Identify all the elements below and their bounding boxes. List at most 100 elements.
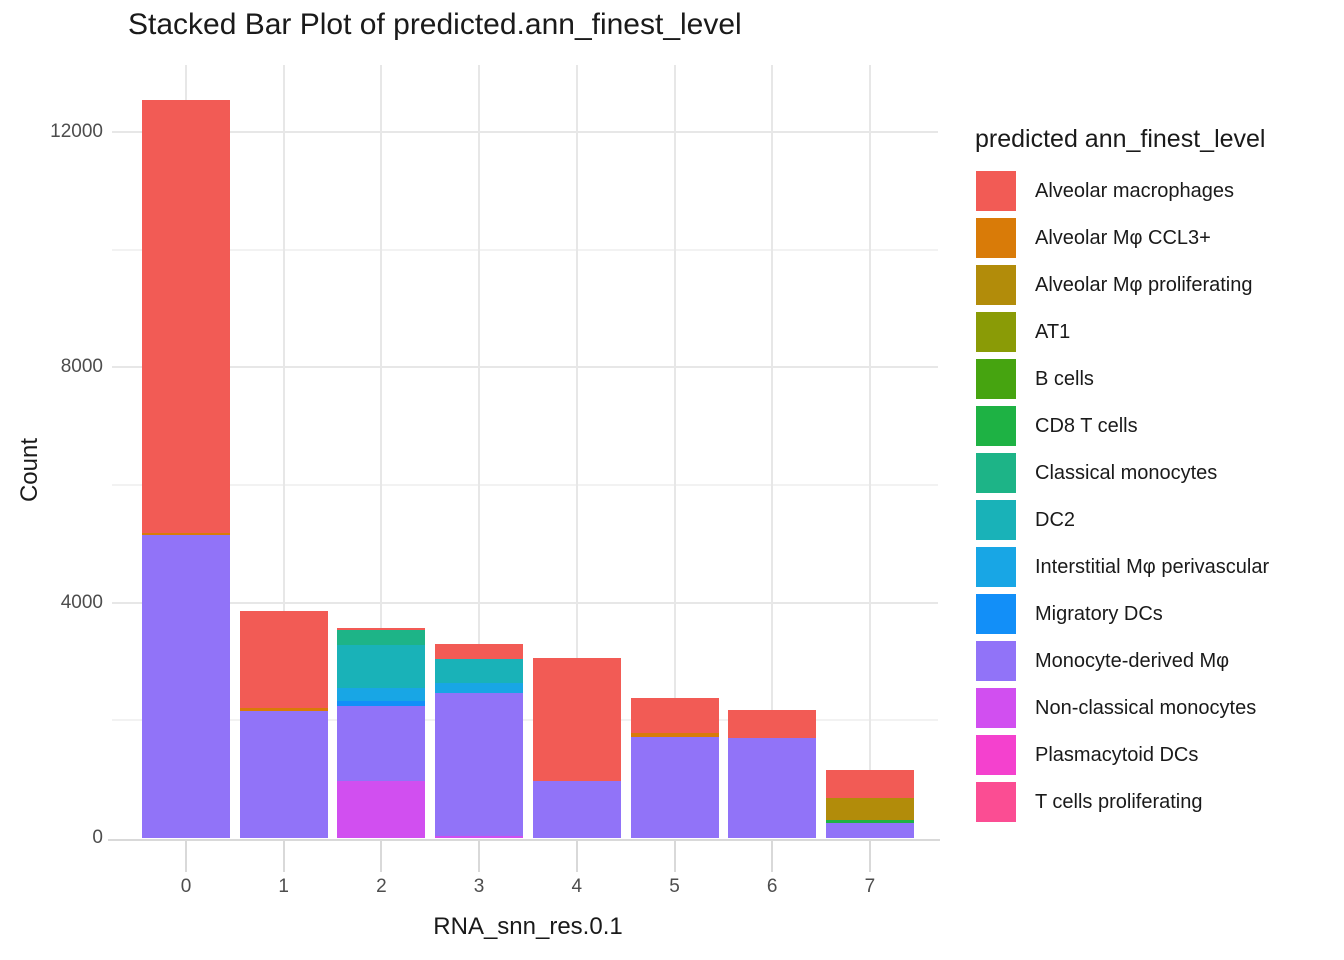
y-tick-label-4000: 4000 bbox=[60, 591, 103, 613]
x-tick-2 bbox=[380, 841, 383, 872]
bar-segment-2 bbox=[337, 630, 426, 646]
legend-swatch-icon bbox=[976, 453, 1016, 493]
legend-item-label: CD8 T cells bbox=[1035, 415, 1138, 437]
bar-segment-2 bbox=[337, 700, 426, 707]
bar-segment-2 bbox=[337, 645, 426, 688]
gridline-x-2 bbox=[380, 65, 383, 838]
bar-x4 bbox=[532, 65, 621, 838]
gridline-x-4 bbox=[575, 65, 578, 838]
legend-item-2: Alveolar Mφ CCL3+ bbox=[975, 215, 1335, 262]
legend-item-label: Alveolar macrophages bbox=[1035, 180, 1234, 202]
legend-item-label: Plasmacytoid DCs bbox=[1035, 744, 1199, 766]
bar-segment-0 bbox=[142, 99, 230, 533]
legend: predicted ann_finest_level Alveolar macr… bbox=[975, 125, 1335, 826]
x-tick-label-4: 4 bbox=[571, 876, 583, 897]
legend-item-1: Alveolar macrophages bbox=[975, 168, 1335, 215]
x-tick-6 bbox=[771, 841, 774, 872]
gridline-minor-6000 bbox=[112, 484, 938, 486]
legend-item-label: Classical monocytes bbox=[1035, 462, 1218, 484]
bar-segment-1 bbox=[239, 610, 328, 708]
legend-item-label: Alveolar Mφ proliferating bbox=[1035, 274, 1253, 296]
x-tick-label-6: 6 bbox=[766, 876, 778, 897]
x-tick-4 bbox=[575, 841, 578, 872]
legend-swatch-icon bbox=[976, 594, 1016, 634]
bar-x7 bbox=[825, 65, 914, 838]
bar-segment-6 bbox=[728, 737, 817, 838]
legend-item-9: Interstitial Mφ perivascular bbox=[975, 544, 1335, 591]
legend-item-13: Plasmacytoid DCs bbox=[975, 732, 1335, 779]
gridline-x-5 bbox=[673, 65, 676, 838]
legend-swatch-icon bbox=[976, 641, 1016, 681]
x-tick-label-1: 1 bbox=[278, 876, 289, 897]
legend-swatch-icon bbox=[976, 735, 1016, 775]
bar-segment-3 bbox=[435, 682, 524, 693]
x-tick-3 bbox=[478, 841, 481, 872]
y-tick-label-12000: 12000 bbox=[50, 121, 103, 142]
bar-segment-5 bbox=[630, 733, 719, 738]
legend-swatch-icon bbox=[976, 171, 1016, 211]
bar-segment-7 bbox=[825, 797, 914, 821]
bar-x5 bbox=[630, 65, 719, 838]
bar-x6 bbox=[728, 65, 817, 838]
bar-x1 bbox=[239, 65, 328, 838]
x-tick-label-2: 2 bbox=[376, 876, 387, 897]
bar-x0 bbox=[142, 65, 230, 838]
gridline-minor-2000 bbox=[112, 719, 938, 722]
legend-item-label: T cells proliferating bbox=[1035, 791, 1203, 813]
gridline-major-8000 bbox=[112, 366, 938, 369]
x-axis-title: RNA_snn_res.0.1 bbox=[433, 913, 623, 940]
legend-item-label: Non-classical monocytes bbox=[1035, 697, 1257, 719]
gridline-minor-10000 bbox=[112, 248, 938, 251]
x-tick-label-5: 5 bbox=[669, 876, 680, 897]
bar-segment-3 bbox=[435, 643, 524, 659]
bar-segment-1 bbox=[239, 707, 328, 711]
legend-item-label: Monocyte-derived Mφ bbox=[1035, 650, 1230, 672]
y-axis-title: Count bbox=[16, 437, 43, 503]
bar-segment-7 bbox=[825, 820, 914, 823]
legend-swatch-icon bbox=[976, 265, 1016, 305]
chart-title: Stacked Bar Plot of predicted.ann_finest… bbox=[128, 8, 742, 41]
legend-item-5: B cells bbox=[975, 356, 1335, 403]
legend-item-label: AT1 bbox=[1035, 321, 1071, 343]
legend-swatch-icon bbox=[976, 406, 1016, 446]
legend-item-label: B cells bbox=[1035, 368, 1094, 390]
bar-segment-7 bbox=[825, 770, 914, 798]
bar-segment-5 bbox=[630, 697, 719, 734]
legend-item-14: T cells proliferating bbox=[975, 779, 1335, 826]
legend-swatch-icon bbox=[976, 688, 1016, 728]
bar-segment-2 bbox=[337, 780, 426, 838]
bar-segment-2 bbox=[337, 627, 426, 631]
x-tick-0 bbox=[185, 841, 187, 872]
x-tick-5 bbox=[673, 841, 676, 872]
legend-item-10: Migratory DCs bbox=[975, 591, 1335, 638]
legend-item-label: Interstitial Mφ perivascular bbox=[1035, 556, 1270, 578]
legend-item-11: Monocyte-derived Mφ bbox=[975, 638, 1335, 685]
x-tick-7 bbox=[868, 841, 871, 872]
gridline-major-12000 bbox=[112, 131, 938, 133]
bar-segment-3 bbox=[435, 692, 524, 836]
bar-segment-7 bbox=[825, 822, 914, 838]
x-axis-line bbox=[108, 839, 940, 841]
bar-x2 bbox=[337, 65, 426, 838]
legend-item-7: Classical monocytes bbox=[975, 450, 1335, 497]
legend-item-label: DC2 bbox=[1035, 509, 1076, 531]
gridline-x-6 bbox=[771, 65, 774, 838]
bar-segment-1 bbox=[239, 710, 328, 838]
bar-segment-4 bbox=[532, 780, 621, 838]
bar-segment-2 bbox=[337, 687, 426, 701]
plot-panel bbox=[112, 65, 938, 838]
x-tick-1 bbox=[282, 841, 285, 872]
x-tick-label-3: 3 bbox=[473, 876, 485, 897]
y-tick-label-8000: 8000 bbox=[60, 356, 103, 378]
legend-item-label: Migratory DCs bbox=[1035, 603, 1163, 625]
legend-item-6: CD8 T cells bbox=[975, 403, 1335, 450]
legend-swatch-icon bbox=[976, 782, 1016, 822]
y-tick-label-0: 0 bbox=[92, 827, 103, 848]
legend-swatch-icon bbox=[976, 500, 1016, 540]
legend-item-3: Alveolar Mφ proliferating bbox=[975, 262, 1335, 309]
bar-x3 bbox=[435, 65, 524, 838]
legend-items: Alveolar macrophages Alveolar Mφ CCL3+ Alv… bbox=[975, 168, 1335, 826]
legend-item-12: Non-classical monocytes bbox=[975, 685, 1335, 732]
gridline-x-3 bbox=[478, 65, 481, 838]
